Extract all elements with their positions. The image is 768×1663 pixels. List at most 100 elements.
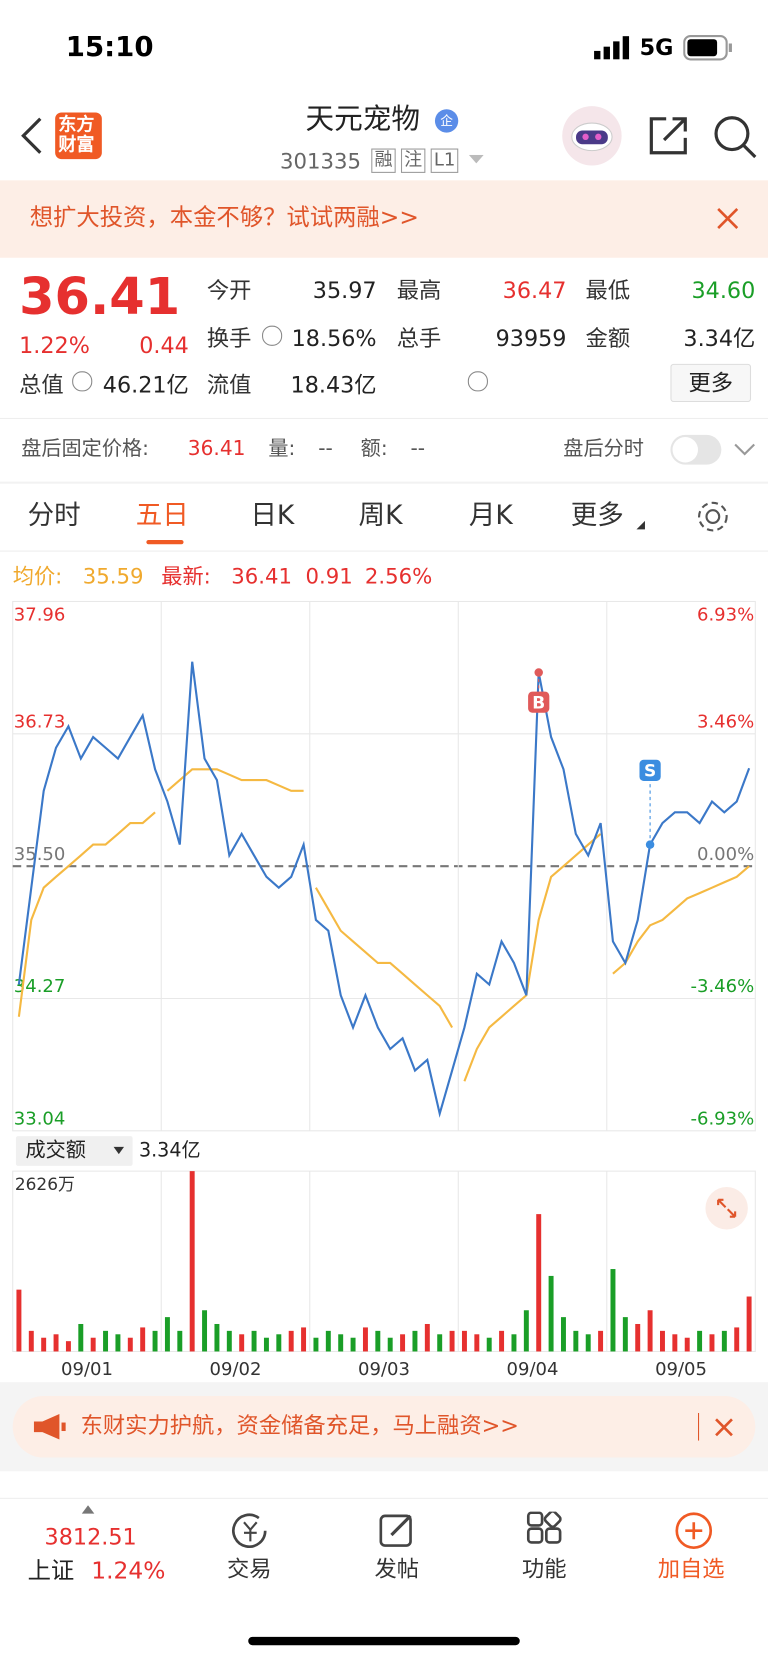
y2-tick-label: -6.93% <box>690 1108 754 1129</box>
volume-bar <box>474 1334 480 1352</box>
volume-bar <box>115 1334 121 1352</box>
volume-bar <box>709 1334 715 1352</box>
dropdown-icon <box>636 520 645 530</box>
promo-banner[interactable]: 想扩大投资，本金不够？试试两融>> <box>0 180 768 258</box>
marker-dot <box>534 668 543 677</box>
volume-bar <box>189 1171 195 1352</box>
trade-icon[interactable] <box>229 1512 271 1550</box>
change-value: 0.44 <box>139 333 189 359</box>
field-label: 流值 <box>206 372 252 398</box>
volume-bar <box>424 1323 430 1352</box>
field-label: 最低 <box>585 277 631 304</box>
volume-bar <box>573 1330 579 1352</box>
banner-text: 东财实力护航，资金储备充足，马上融资>> <box>80 1412 519 1439</box>
volume-bar <box>585 1334 591 1352</box>
stock-code: 301335 <box>280 148 362 174</box>
last-label: 最新: <box>161 563 211 589</box>
tab[interactable]: 月K <box>468 499 513 531</box>
signal-icon <box>594 36 630 60</box>
volume-bar <box>548 1275 554 1352</box>
y2-tick-label: 3.46% <box>697 712 754 733</box>
promo-banner[interactable]: 东财实力护航，资金储备充足，马上融资>> <box>12 1396 756 1458</box>
tab-active[interactable]: 五日 <box>135 499 189 531</box>
volume-bar <box>350 1337 356 1352</box>
volume-bar <box>202 1310 208 1352</box>
volume-bar <box>239 1334 245 1352</box>
expand-icon[interactable] <box>734 443 755 456</box>
info-icon <box>262 325 283 346</box>
close-button[interactable] <box>715 1418 733 1437</box>
tag: 注 <box>400 148 426 173</box>
back-button[interactable] <box>19 117 44 155</box>
volume-bar <box>647 1310 653 1352</box>
x-tick-label: 09/01 <box>61 1359 113 1380</box>
volume-bar <box>449 1330 455 1352</box>
dropdown-icon <box>113 1146 125 1155</box>
network: 5G <box>639 35 674 61</box>
avg-line <box>463 833 602 1082</box>
last-value: 36.41 <box>231 563 293 589</box>
add-watch-icon[interactable] <box>675 1512 713 1550</box>
nav-label[interactable]: 加自选 <box>657 1556 725 1582</box>
close-button[interactable] <box>717 208 739 230</box>
x-tick-label: 09/04 <box>507 1359 559 1380</box>
logo-text: 东方 <box>58 114 95 136</box>
marker-badge <box>528 691 550 713</box>
after-hours-price: 36.41 <box>187 437 246 461</box>
volume-bar <box>103 1330 109 1352</box>
field-value: 18.43亿 <box>290 372 377 398</box>
more-button[interactable]: 更多 <box>670 363 752 403</box>
tab[interactable]: 更多 <box>570 499 624 531</box>
nav-label[interactable]: 发帖 <box>374 1556 420 1582</box>
dropdown-icon[interactable] <box>468 154 484 164</box>
fullscreen-button[interactable] <box>704 1186 749 1231</box>
volume-bar <box>53 1334 59 1352</box>
y-tick-label: 2626万 <box>15 1175 75 1195</box>
up-arrow <box>81 1505 95 1514</box>
last-change: 0.91 <box>305 563 353 589</box>
x-tick-label: 09/02 <box>210 1359 262 1380</box>
price-line <box>17 661 751 1118</box>
y-tick-label: 37.96 <box>14 605 66 626</box>
volume-bar <box>41 1337 47 1352</box>
volume-bar <box>672 1334 678 1352</box>
marker-label: S <box>644 762 656 782</box>
volume-bar <box>635 1323 641 1352</box>
volume-bar <box>226 1330 232 1352</box>
volume-bar <box>16 1289 22 1352</box>
share-button[interactable] <box>647 115 689 157</box>
volume-bar <box>325 1330 331 1352</box>
search-button[interactable] <box>713 115 758 160</box>
bottom-nav: 3812.51 上证 1.24% 交易 发帖 功能 加自选 <box>0 1497 768 1663</box>
assistant-icon[interactable] <box>560 104 624 168</box>
tag: 融 <box>371 148 396 173</box>
field-label: 总值 <box>19 372 64 398</box>
field-value: 35.97 <box>312 277 377 304</box>
tab[interactable]: 分时 <box>27 499 81 531</box>
volume-bar <box>276 1334 282 1352</box>
y-tick-label: 36.73 <box>14 711 66 732</box>
field-value: 34.60 <box>691 277 756 304</box>
volume-label: 成交额 <box>25 1138 86 1162</box>
volume-bar <box>684 1337 690 1352</box>
volume-selector[interactable]: 成交额 <box>15 1136 133 1166</box>
settings-button[interactable] <box>696 500 730 534</box>
y2-tick-label: -3.46% <box>690 976 754 997</box>
volume-bar <box>301 1327 307 1352</box>
functions-icon[interactable] <box>526 1511 564 1550</box>
marker-label: B <box>532 694 545 714</box>
toggle[interactable] <box>670 434 722 465</box>
after-hours-label: 盘后固定价格: <box>21 437 149 461</box>
tab[interactable]: 周K <box>358 499 403 531</box>
volume-bar <box>734 1327 740 1352</box>
x-tick-label: 09/05 <box>655 1359 707 1380</box>
badge: 企 <box>434 109 459 133</box>
nav-label[interactable]: 功能 <box>521 1556 567 1582</box>
post-icon[interactable] <box>379 1512 417 1550</box>
volume-bar <box>622 1317 628 1352</box>
tab[interactable]: 日K <box>250 499 295 531</box>
volume-bar <box>486 1337 492 1352</box>
nav-label[interactable]: 交易 <box>227 1556 272 1582</box>
